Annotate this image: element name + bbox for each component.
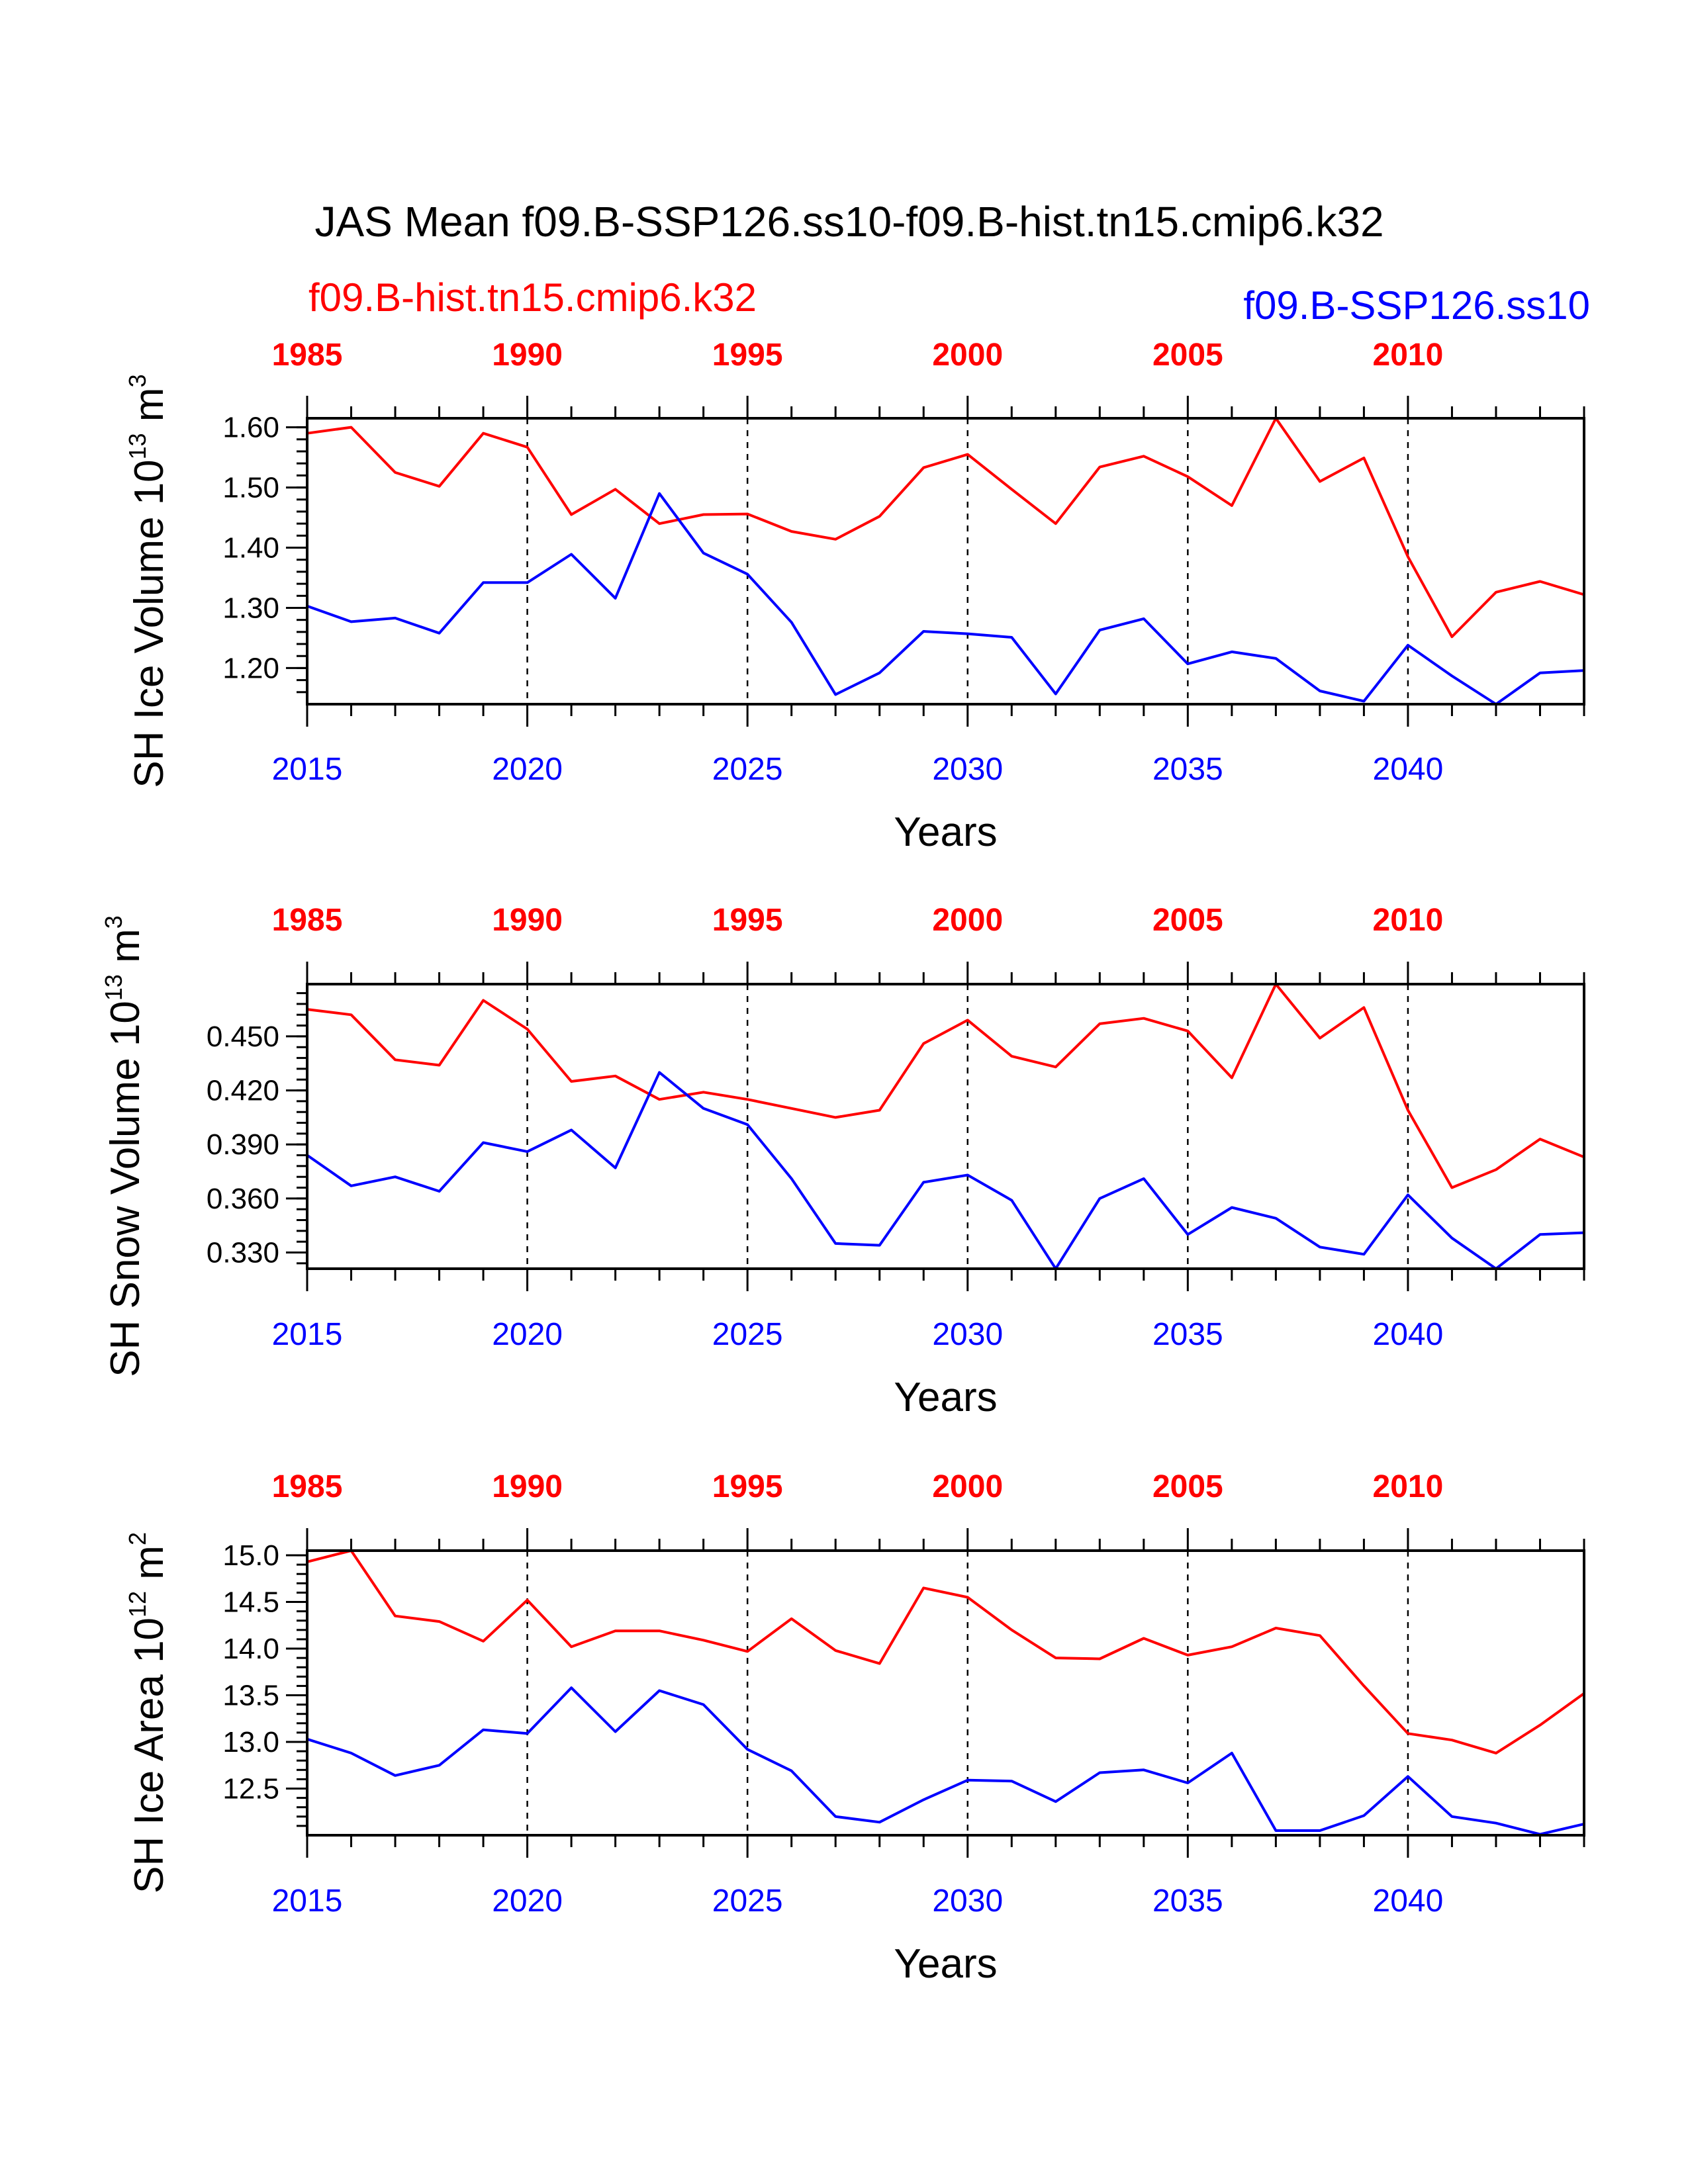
y-tick-label: 0.450: [207, 1021, 279, 1053]
panels-group: 2015 2020 2025 2030 2035 2040 1985 1990 1995 2000…: [100, 338, 1585, 1987]
series-line-ssp: [306, 1686, 1585, 1836]
y-axis-label: SH Ice Volume 1013 m3: [124, 374, 172, 788]
plot-frame: [306, 983, 1585, 1270]
y-axis-label-ylabel-prefix: SH Ice Area 10: [126, 1617, 172, 1893]
x-tick-label-top: 2005: [1152, 1469, 1223, 1504]
y-tick-label: 13.0: [222, 1726, 279, 1758]
series-line-hist: [306, 417, 1585, 639]
x-tick-label-top: 1990: [492, 338, 563, 373]
y-tick-label: 1.20: [222, 652, 279, 684]
figure-title: JAS Mean f09.B-SSP126.ss10-f09.B-hist.tn…: [314, 198, 1383, 246]
y-axis-label-ylabel-unit: m: [103, 929, 148, 974]
panel-1: 2015 2020 2025 2030 2035 2040 1985 1990 1995 2000…: [124, 338, 1585, 855]
y-axis-label-ylabel-unit-exp: 3: [100, 915, 127, 929]
x-tick-label-top: 2010: [1373, 338, 1444, 373]
plot-frame: [306, 1549, 1585, 1837]
y-tick-label: 14.5: [222, 1586, 279, 1619]
y-tick-label: 1.30: [222, 592, 279, 624]
y-axis-label-ylabel-unit: m: [126, 387, 172, 433]
x-tick-label-bottom: 2015: [272, 1884, 343, 1919]
x-tick-label-bottom: 2030: [932, 1884, 1003, 1919]
x-axis-label: Years: [894, 1375, 997, 1420]
x-tick-label-bottom: 2015: [272, 1317, 343, 1352]
x-tick-label-bottom: 2040: [1373, 752, 1444, 787]
x-tick-label-bottom: 2025: [712, 1317, 783, 1352]
x-tick-label-top: 1995: [712, 1469, 783, 1504]
y-tick-label: 15.0: [222, 1539, 279, 1572]
y-tick-label: 12.5: [222, 1773, 279, 1805]
x-tick-label-bottom: 2025: [712, 752, 783, 787]
x-tick-label-top: 2005: [1152, 903, 1223, 938]
x-tick-label-bottom: 2035: [1152, 1884, 1223, 1919]
x-tick-label-top: 1995: [712, 338, 783, 373]
x-tick-label-top: 1990: [492, 903, 563, 938]
x-tick-label-top: 2000: [932, 338, 1003, 373]
x-tick-label-top: 1995: [712, 903, 783, 938]
y-axis-label-ylabel-exp: 12: [124, 1591, 151, 1617]
y-tick-label: 0.390: [207, 1128, 279, 1161]
series-line-ssp: [306, 492, 1585, 705]
x-tick-label-bottom: 2020: [492, 1317, 563, 1352]
y-axis-label-ylabel-prefix: SH Snow Volume 10: [103, 1001, 148, 1377]
x-tick-label-top: 1985: [272, 338, 343, 373]
x-tick-label-top: 1985: [272, 903, 343, 938]
y-tick-label: 14.0: [222, 1633, 279, 1665]
x-tick-label-bottom: 2015: [272, 752, 343, 787]
x-tick-label-bottom: 2020: [492, 1884, 563, 1919]
y-axis-label-ylabel-unit: m: [126, 1545, 172, 1591]
legend-hist-label: f09.B-hist.tn15.cmip6.k32: [308, 275, 757, 320]
y-axis-label-ylabel-prefix: SH Ice Volume 10: [126, 459, 172, 788]
x-tick-label-bottom: 2040: [1373, 1884, 1444, 1919]
plot-frame: [306, 417, 1585, 705]
x-tick-label-bottom: 2030: [932, 752, 1003, 787]
x-tick-label-bottom: 2035: [1152, 752, 1223, 787]
x-tick-label-top: 2000: [932, 903, 1003, 938]
y-axis-label-ylabel-unit-exp: 3: [124, 374, 151, 387]
panel-3: 2015 2020 2025 2030 2035 2040 1985 1990 1995 2000…: [124, 1469, 1585, 1987]
panel-2: 2015 2020 2025 2030 2035 2040 1985 1990 1995 2000…: [100, 903, 1585, 1420]
x-tick-label-top: 2005: [1152, 338, 1223, 373]
series-line-hist: [306, 1549, 1585, 1754]
x-tick-label-top: 2010: [1373, 903, 1444, 938]
x-tick-label-bottom: 2025: [712, 1884, 783, 1919]
y-axis-label: SH Ice Area 1012 m2: [124, 1532, 172, 1893]
x-tick-label-top: 2000: [932, 1469, 1003, 1504]
x-tick-label-bottom: 2040: [1373, 1317, 1444, 1352]
x-tick-label-bottom: 2020: [492, 752, 563, 787]
x-tick-label-bottom: 2035: [1152, 1317, 1223, 1352]
y-axis-label: SH Snow Volume 1013 m3: [100, 915, 148, 1377]
series-line-hist: [306, 983, 1585, 1189]
y-tick-label: 0.360: [207, 1183, 279, 1215]
x-tick-label-top: 2010: [1373, 1469, 1444, 1504]
y-tick-label: 13.5: [222, 1680, 279, 1712]
series-line-ssp: [306, 1071, 1585, 1270]
x-axis-label: Years: [894, 809, 997, 855]
x-tick-label-bottom: 2030: [932, 1317, 1003, 1352]
y-tick-label: 1.60: [222, 412, 279, 444]
y-axis-label-ylabel-exp: 13: [124, 433, 151, 459]
y-tick-label: 1.40: [222, 532, 279, 565]
y-tick-label: 0.330: [207, 1237, 279, 1269]
x-tick-label-top: 1990: [492, 1469, 563, 1504]
x-tick-label-top: 1985: [272, 1469, 343, 1504]
y-axis-label-ylabel-unit-exp: 2: [124, 1532, 151, 1545]
y-axis-label-ylabel-exp: 13: [100, 974, 127, 1001]
y-tick-label: 1.50: [222, 472, 279, 504]
y-tick-label: 0.420: [207, 1075, 279, 1107]
x-axis-label: Years: [894, 1941, 997, 1987]
legend-ssp-label: f09.B-SSP126.ss10: [1243, 283, 1590, 328]
